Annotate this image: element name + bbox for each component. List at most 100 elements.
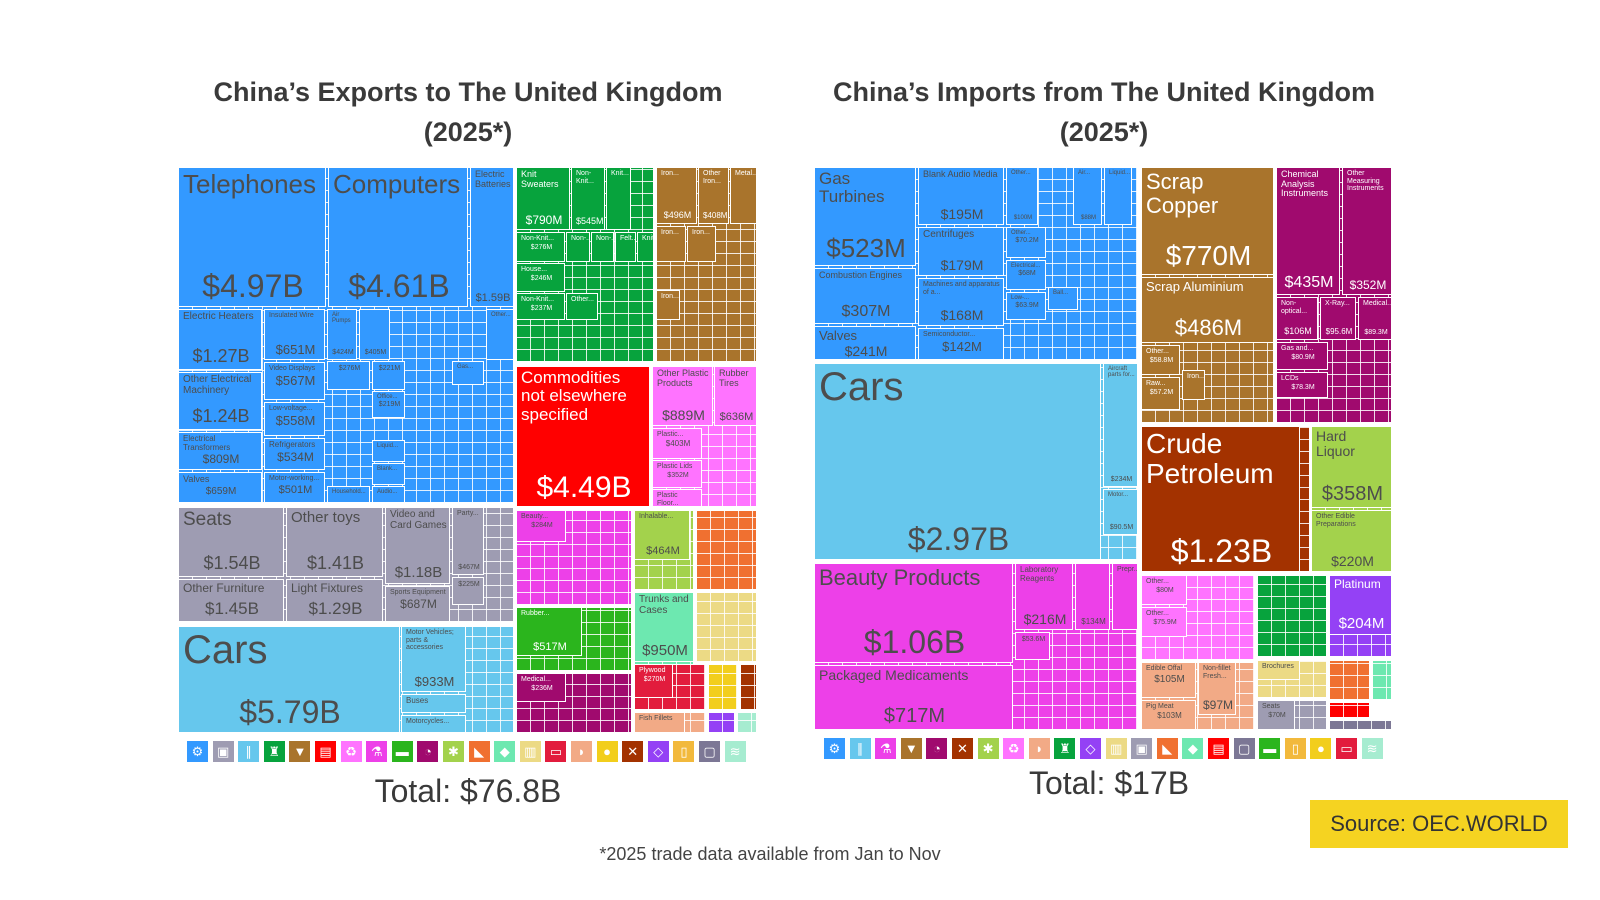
imports-treemap-tile[interactable]: LCDs $78.3M [1276, 372, 1328, 398]
paper-icon[interactable]: ▥ [1105, 738, 1127, 759]
exports-treemap-tile[interactable]: Non-Knit... $276M [516, 232, 565, 262]
exports-treemap-tile[interactable]: Non-... [566, 232, 590, 262]
imports-treemap-tile[interactable]: Blank Audio Media $195M [918, 167, 1004, 225]
exports-treemap-tile[interactable]: Refrigerators $534M [264, 438, 325, 470]
exports-treemap-tile[interactable]: Low-voltage... $558M [264, 402, 325, 436]
exports-treemap-tile[interactable]: $276M [327, 361, 370, 390]
exports-treemap-tile[interactable]: Motorcycles... [401, 715, 466, 733]
exports-treemap-tile[interactable]: House... $246M [516, 263, 565, 292]
imports-treemap-tile[interactable]: Machines and apparatus of a... $168M [918, 278, 1004, 326]
imports-treemap-tile[interactable]: Non-fillet Fresh... $97M [1198, 662, 1236, 715]
gear-icon[interactable]: ⚙ [824, 738, 845, 759]
diamond-icon[interactable]: ◇ [647, 741, 669, 762]
imports-treemap-tile[interactable]: Seats $70M [1257, 700, 1295, 730]
imports-treemap-tile[interactable]: Other... $75.9M [1141, 607, 1187, 637]
imports-treemap-tile[interactable]: Combustion Engines $307M [814, 268, 916, 324]
exports-treemap-tile[interactable]: Knit... [637, 232, 654, 262]
exports-treemap-tile[interactable]: Buses [401, 694, 466, 713]
imports-treemap-tile[interactable]: Semiconductor... $142M [918, 328, 1004, 360]
exports-treemap-tile[interactable]: Other... [486, 309, 514, 360]
imports-treemap-tile[interactable]: Scrap Aluminium $486M [1141, 277, 1274, 343]
frame-icon[interactable]: ▢ [699, 741, 720, 762]
imports-treemap-tile[interactable]: Other... $100M [1006, 167, 1038, 225]
imports-treemap-tile[interactable]: Ball... [1048, 287, 1078, 310]
yarn-icon[interactable]: ≋ [724, 741, 746, 762]
exports-treemap-tile[interactable]: $225M [452, 577, 484, 605]
exports-treemap-tile[interactable]: Electrical Transformers $809M [178, 432, 262, 470]
stone-icon[interactable]: ◆ [494, 741, 516, 762]
exports-treemap-tile[interactable]: Beauty... $284M [516, 510, 566, 542]
exports-treemap-tile[interactable]: Liquid... [372, 440, 405, 462]
diamond-icon[interactable]: ◇ [1080, 738, 1101, 759]
imports-treemap-tile[interactable]: Chemical Analysis Instruments $435M [1276, 167, 1340, 295]
exports-treemap-tile[interactable]: Iron... [656, 226, 686, 262]
exports-treemap-tile[interactable]: Plastic... $403M [652, 428, 702, 459]
stone-icon[interactable]: ◆ [1182, 738, 1204, 759]
exports-treemap-tile[interactable]: Other Electrical Machinery $1.24B [178, 372, 262, 430]
flask-icon[interactable]: ⚗ [366, 741, 388, 762]
exports-treemap-tile[interactable]: Iron... $496M [656, 167, 697, 224]
exports-treemap-tile[interactable]: Rubber Tires $636M [714, 366, 757, 426]
exports-treemap-tile[interactable]: Medical... $236M [516, 673, 566, 702]
bottle-icon[interactable]: ▯ [673, 741, 695, 762]
imports-treemap-tile[interactable]: Edible Offal $105M [1141, 662, 1196, 698]
exports-treemap-tile[interactable]: Video Displays $567M [264, 362, 325, 400]
exports-treemap-tile[interactable]: Insulated Wire $651M [264, 309, 325, 360]
exports-treemap-tile[interactable]: Knit... [606, 167, 631, 230]
imports-treemap-tile[interactable]: Raw... $57.2M [1141, 377, 1180, 410]
exports-treemap-tile[interactable]: Other Furniture $1.45B [178, 579, 284, 622]
yarn-icon[interactable]: ≋ [1361, 738, 1383, 759]
exports-treemap-tile[interactable]: Seats $1.54B [178, 507, 284, 577]
exports-treemap-tile[interactable]: Non-Knit... $545M [571, 167, 605, 230]
exports-treemap-tile[interactable]: Rubber... $517M [516, 607, 582, 656]
anvil-icon[interactable]: ▼ [289, 741, 311, 762]
exports-treemap-tile[interactable]: Household... [327, 486, 370, 503]
exports-treemap-tile[interactable]: Non-... [591, 232, 614, 262]
exports-treemap-tile[interactable]: Audio... [372, 486, 405, 503]
imports-treemap-tile[interactable]: Platinum $204M [1329, 575, 1392, 635]
hide-icon[interactable]: ▬ [391, 741, 413, 762]
pickaxe-icon[interactable]: ✕ [952, 738, 973, 759]
exports-treemap-tile[interactable]: Plastic Lids $352M [652, 460, 702, 488]
exports-treemap-tile[interactable]: Blank... [372, 463, 405, 485]
imports-treemap-tile[interactable]: Packaged Medicaments $717M [814, 665, 1013, 730]
exports-treemap-tile[interactable]: Felt... [615, 232, 636, 262]
imports-treemap-tile[interactable]: Electrical... $68M [1006, 260, 1046, 290]
imports-treemap-tile[interactable]: Crude Petroleum $1.23B [1141, 426, 1300, 572]
gauge-icon[interactable]: ◔ [926, 738, 948, 759]
exports-treemap-tile[interactable]: Office... $219M [372, 391, 405, 418]
package-icon[interactable]: ▤ [315, 741, 336, 762]
wood-icon[interactable]: ▭ [1336, 738, 1357, 759]
exports-treemap-tile[interactable]: Video and Card Games $1.18B [385, 507, 450, 584]
exports-treemap-tile[interactable]: Plastic Floor... [652, 489, 702, 507]
exports-treemap-tile[interactable]: Gas... [452, 361, 484, 385]
exports-treemap-tile[interactable]: Valves $659M [178, 472, 262, 503]
wood-icon[interactable]: ▭ [545, 741, 567, 762]
exports-treemap-tile[interactable]: $221M [372, 361, 405, 390]
exports-treemap-tile[interactable]: Motor-working... $501M [264, 472, 325, 503]
imports-treemap-tile[interactable]: Other... $70.2M [1006, 227, 1046, 258]
imports-treemap-tile[interactable]: Other Measuring Instruments $352M [1342, 167, 1392, 295]
gauge-icon[interactable]: ◔ [417, 741, 439, 762]
imports-treemap-tile[interactable]: Centrifuges $179M [918, 227, 1004, 276]
exports-treemap-tile[interactable]: Light Fixtures $1.29B [286, 579, 383, 622]
exports-treemap-tile[interactable]: Metal... [730, 167, 757, 224]
imports-treemap-tile[interactable]: Hard Liquor $358M [1311, 426, 1392, 508]
pickaxe-icon[interactable]: ✕ [622, 741, 644, 762]
imports-treemap-tile[interactable]: Aircraft parts for... $234M [1103, 363, 1138, 487]
imports-treemap-tile[interactable]: Scrap Copper $770M [1141, 167, 1274, 275]
imports-treemap-tile[interactable]: Laboratory Reagents $216M [1015, 563, 1073, 630]
exports-treemap-tile[interactable]: Trunks and Cases $950M [634, 592, 694, 662]
imports-treemap-tile[interactable]: Gas Turbines $523M [814, 167, 916, 266]
exports-treemap-tile[interactable]: Party... $467M [452, 507, 484, 575]
wheat-icon[interactable]: ✱ [977, 738, 999, 759]
imports-treemap-tile[interactable]: Liquid... [1104, 167, 1132, 225]
shirt-icon[interactable]: ♜ [263, 741, 285, 762]
imports-treemap-tile[interactable]: Low-... $63.9M [1006, 292, 1046, 320]
imports-treemap-tile[interactable]: X-Ray... $95.6M [1320, 297, 1356, 340]
imports-treemap-tile[interactable]: Prepr... [1112, 563, 1138, 630]
shoe-icon[interactable]: ◣ [468, 741, 490, 762]
shirt-icon[interactable]: ♜ [1054, 738, 1076, 759]
animal-icon[interactable]: ◗ [1028, 738, 1050, 759]
imports-treemap-tile[interactable]: Other Edible Preparations $220M [1311, 510, 1392, 572]
